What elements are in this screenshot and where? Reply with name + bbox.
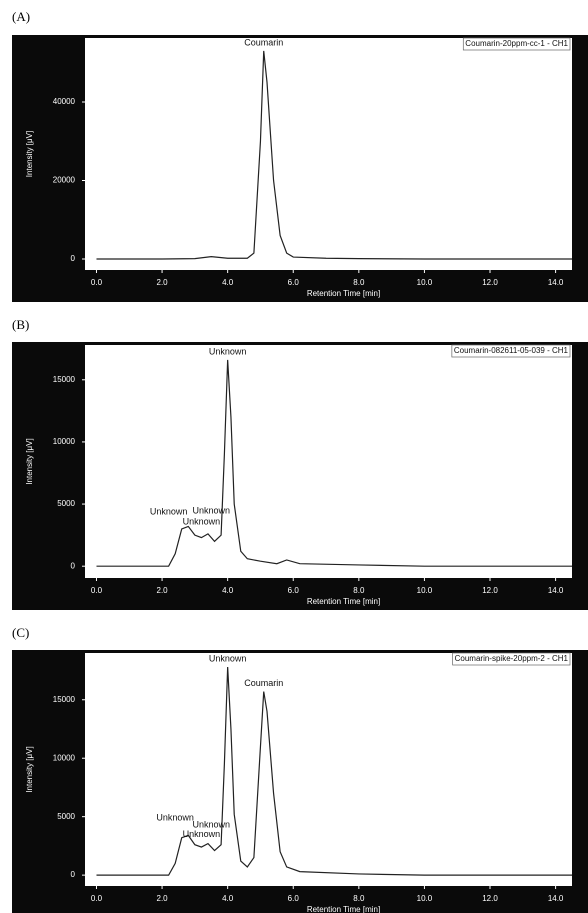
x-tick-label: 14.0 xyxy=(548,278,564,287)
legend-label: Coumarin-20ppm-cc-1 - CH1 xyxy=(465,39,568,48)
y-tick-label: 15000 xyxy=(53,695,76,704)
y-tick-label: 10000 xyxy=(53,753,76,762)
plot-area xyxy=(85,653,572,886)
x-tick-label: 6.0 xyxy=(288,278,300,287)
legend: Coumarin-20ppm-cc-1 - CH1 xyxy=(462,37,571,51)
x-tick-label: 14.0 xyxy=(548,586,564,595)
plot-area xyxy=(85,38,572,270)
legend: Coumarin-082611-05-039 - CH1 xyxy=(451,344,571,358)
y-tick-label: 5000 xyxy=(57,499,75,508)
x-tick-label: 6.0 xyxy=(288,586,300,595)
x-tick-label: 0.0 xyxy=(91,586,103,595)
peak-label: Unknown xyxy=(209,653,247,663)
x-tick-label: 2.0 xyxy=(157,278,169,287)
x-axis-label: Retention Time [min] xyxy=(307,905,380,913)
x-tick-label: 10.0 xyxy=(417,278,433,287)
chromatogram-line xyxy=(96,50,572,260)
y-tick-label: 15000 xyxy=(53,375,76,384)
panel-label: (B) xyxy=(12,317,29,332)
peak-label: Unknown xyxy=(192,819,230,829)
y-tick-label: 20000 xyxy=(53,176,76,185)
legend: Coumarin-spike-20ppm-2 - CH1 xyxy=(452,652,571,666)
legend-box xyxy=(452,652,571,666)
x-tick-label: 10.0 xyxy=(417,894,433,903)
x-tick-label: 14.0 xyxy=(548,894,564,903)
peak-label: Unknown xyxy=(209,346,247,356)
y-tick-label: 0 xyxy=(71,870,76,879)
x-tick-label: 4.0 xyxy=(222,586,234,595)
x-tick-label: 2.0 xyxy=(157,586,169,595)
peak-label: Coumarin xyxy=(244,678,283,688)
x-tick-label: 8.0 xyxy=(353,278,365,287)
chromatogram-line xyxy=(96,666,572,876)
peak-label: Unknown xyxy=(183,517,221,527)
x-tick-label: 12.0 xyxy=(482,586,498,595)
peak-label: Unknown xyxy=(150,507,188,517)
plot-area xyxy=(85,345,572,578)
x-tick-label: 6.0 xyxy=(288,894,300,903)
y-tick-label: 40000 xyxy=(53,97,76,106)
x-tick-label: 8.0 xyxy=(353,894,365,903)
x-tick-label: 12.0 xyxy=(482,894,498,903)
panel-label: (A) xyxy=(12,9,30,24)
chromatogram-line xyxy=(96,359,572,567)
legend-label: Coumarin-082611-05-039 - CH1 xyxy=(454,346,569,355)
peak-label: Unknown xyxy=(156,812,194,822)
legend-label: Coumarin-spike-20ppm-2 - CH1 xyxy=(455,654,569,663)
panel-label: (C) xyxy=(12,625,29,640)
x-axis-label: Retention Time [min] xyxy=(307,289,380,298)
x-axis-label: Retention Time [min] xyxy=(307,597,380,606)
y-tick-label: 5000 xyxy=(57,812,75,821)
y-axis-label: Intensity [μV] xyxy=(25,438,34,484)
x-tick-label: 10.0 xyxy=(417,586,433,595)
y-tick-label: 0 xyxy=(71,254,76,263)
y-tick-label: 10000 xyxy=(53,437,76,446)
legend-box xyxy=(462,37,571,51)
peak-label: Coumarin xyxy=(244,37,283,47)
legend-box xyxy=(451,344,571,358)
x-tick-label: 8.0 xyxy=(353,586,365,595)
x-tick-label: 2.0 xyxy=(157,894,169,903)
peak-label: Unknown xyxy=(192,505,230,515)
peak-label: Unknown xyxy=(183,829,221,839)
x-tick-label: 4.0 xyxy=(222,894,234,903)
x-tick-label: 12.0 xyxy=(482,278,498,287)
x-tick-label: 0.0 xyxy=(91,278,103,287)
y-tick-label: 0 xyxy=(71,561,76,570)
x-tick-label: 0.0 xyxy=(91,894,103,903)
x-tick-label: 4.0 xyxy=(222,278,234,287)
y-axis-label: Intensity [μV] xyxy=(25,131,34,177)
y-axis-label: Intensity [μV] xyxy=(25,746,34,792)
